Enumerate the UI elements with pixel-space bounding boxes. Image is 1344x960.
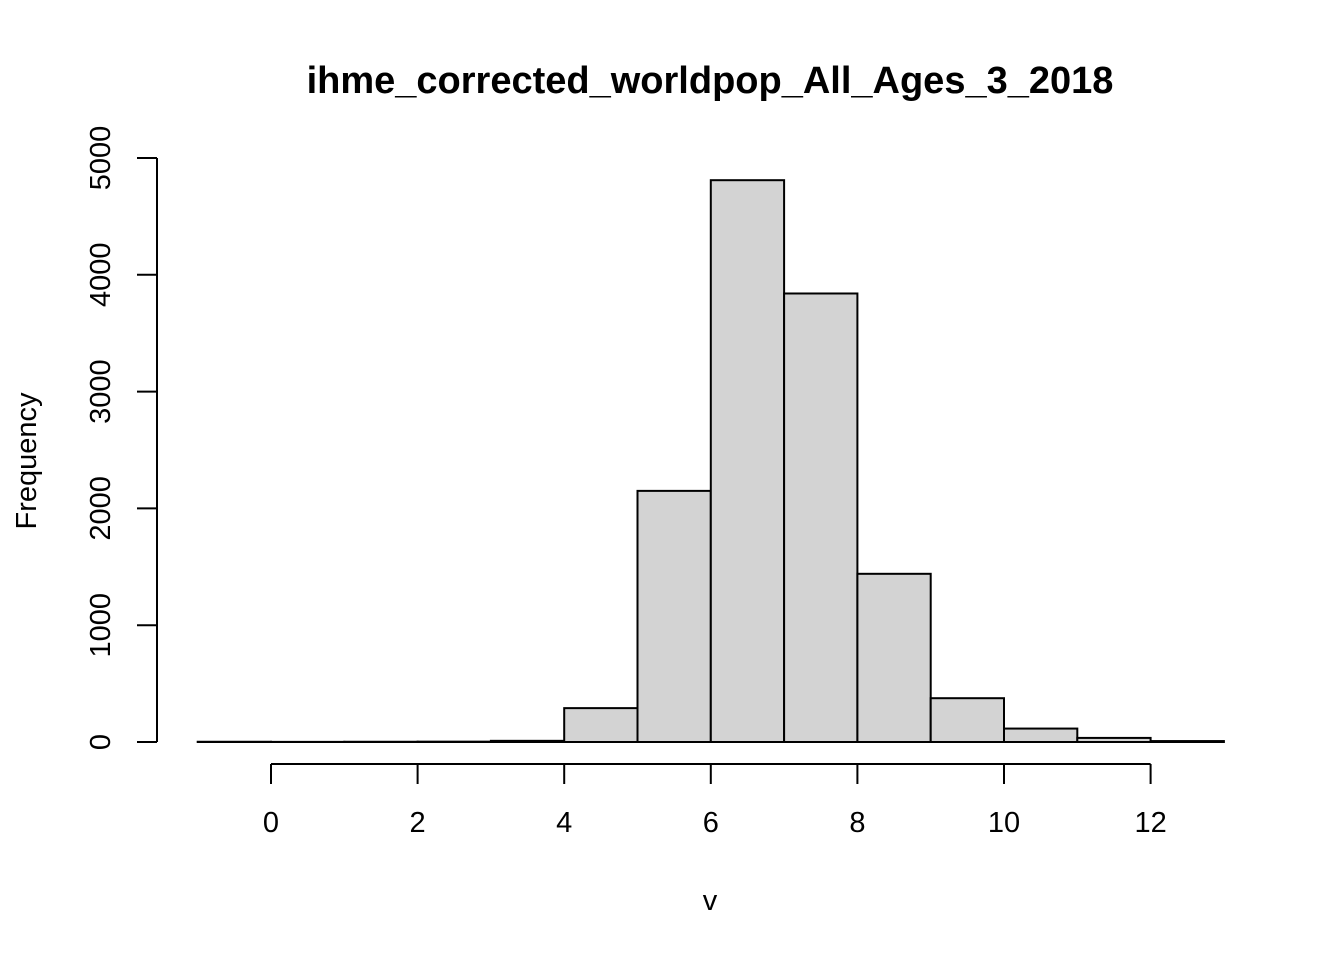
- y-axis: 0 1000 2000 3000 4000 5000: [85, 126, 158, 750]
- chart-title: ihme_corrected_worldpop_All_Ages_3_2018: [307, 60, 1114, 102]
- histogram-bar-9: [856, 572, 932, 743]
- histogram-bar-7: [709, 179, 786, 743]
- histogram-bar-13: [1149, 740, 1225, 744]
- histogram-bar-4: [489, 739, 566, 743]
- histogram-bar-6: [636, 489, 712, 743]
- y-tick-label-0: 0: [85, 734, 117, 750]
- x-tick-label-1: 2: [410, 807, 426, 839]
- x-tick-label-5: 10: [988, 807, 1020, 839]
- histogram-bar-10: [929, 697, 1006, 744]
- x-axis: 0 2 4 6 8 10 12: [263, 763, 1167, 839]
- histogram-bar-11: [1003, 727, 1079, 743]
- y-tick-label-3: 3000: [85, 359, 117, 424]
- y-tick-label-1: 1000: [85, 593, 117, 658]
- y-tick-label-2: 2000: [85, 476, 117, 541]
- x-tick-label-3: 6: [703, 807, 719, 839]
- x-tick-label-2: 4: [556, 807, 572, 839]
- y-tick-label-4: 4000: [85, 243, 117, 308]
- histogram-bar-8: [783, 292, 859, 743]
- x-tick-label-4: 8: [849, 807, 865, 839]
- histogram-bar-12: [1076, 736, 1152, 743]
- y-tick-label-5: 5000: [85, 126, 117, 191]
- x-tick-label-6: 12: [1134, 807, 1166, 839]
- histogram-bar-5: [563, 707, 639, 743]
- x-axis-label: v: [703, 885, 718, 917]
- bars-group: [196, 179, 1225, 744]
- y-axis-label: Frequency: [11, 392, 43, 530]
- x-tick-label-0: 0: [263, 807, 279, 839]
